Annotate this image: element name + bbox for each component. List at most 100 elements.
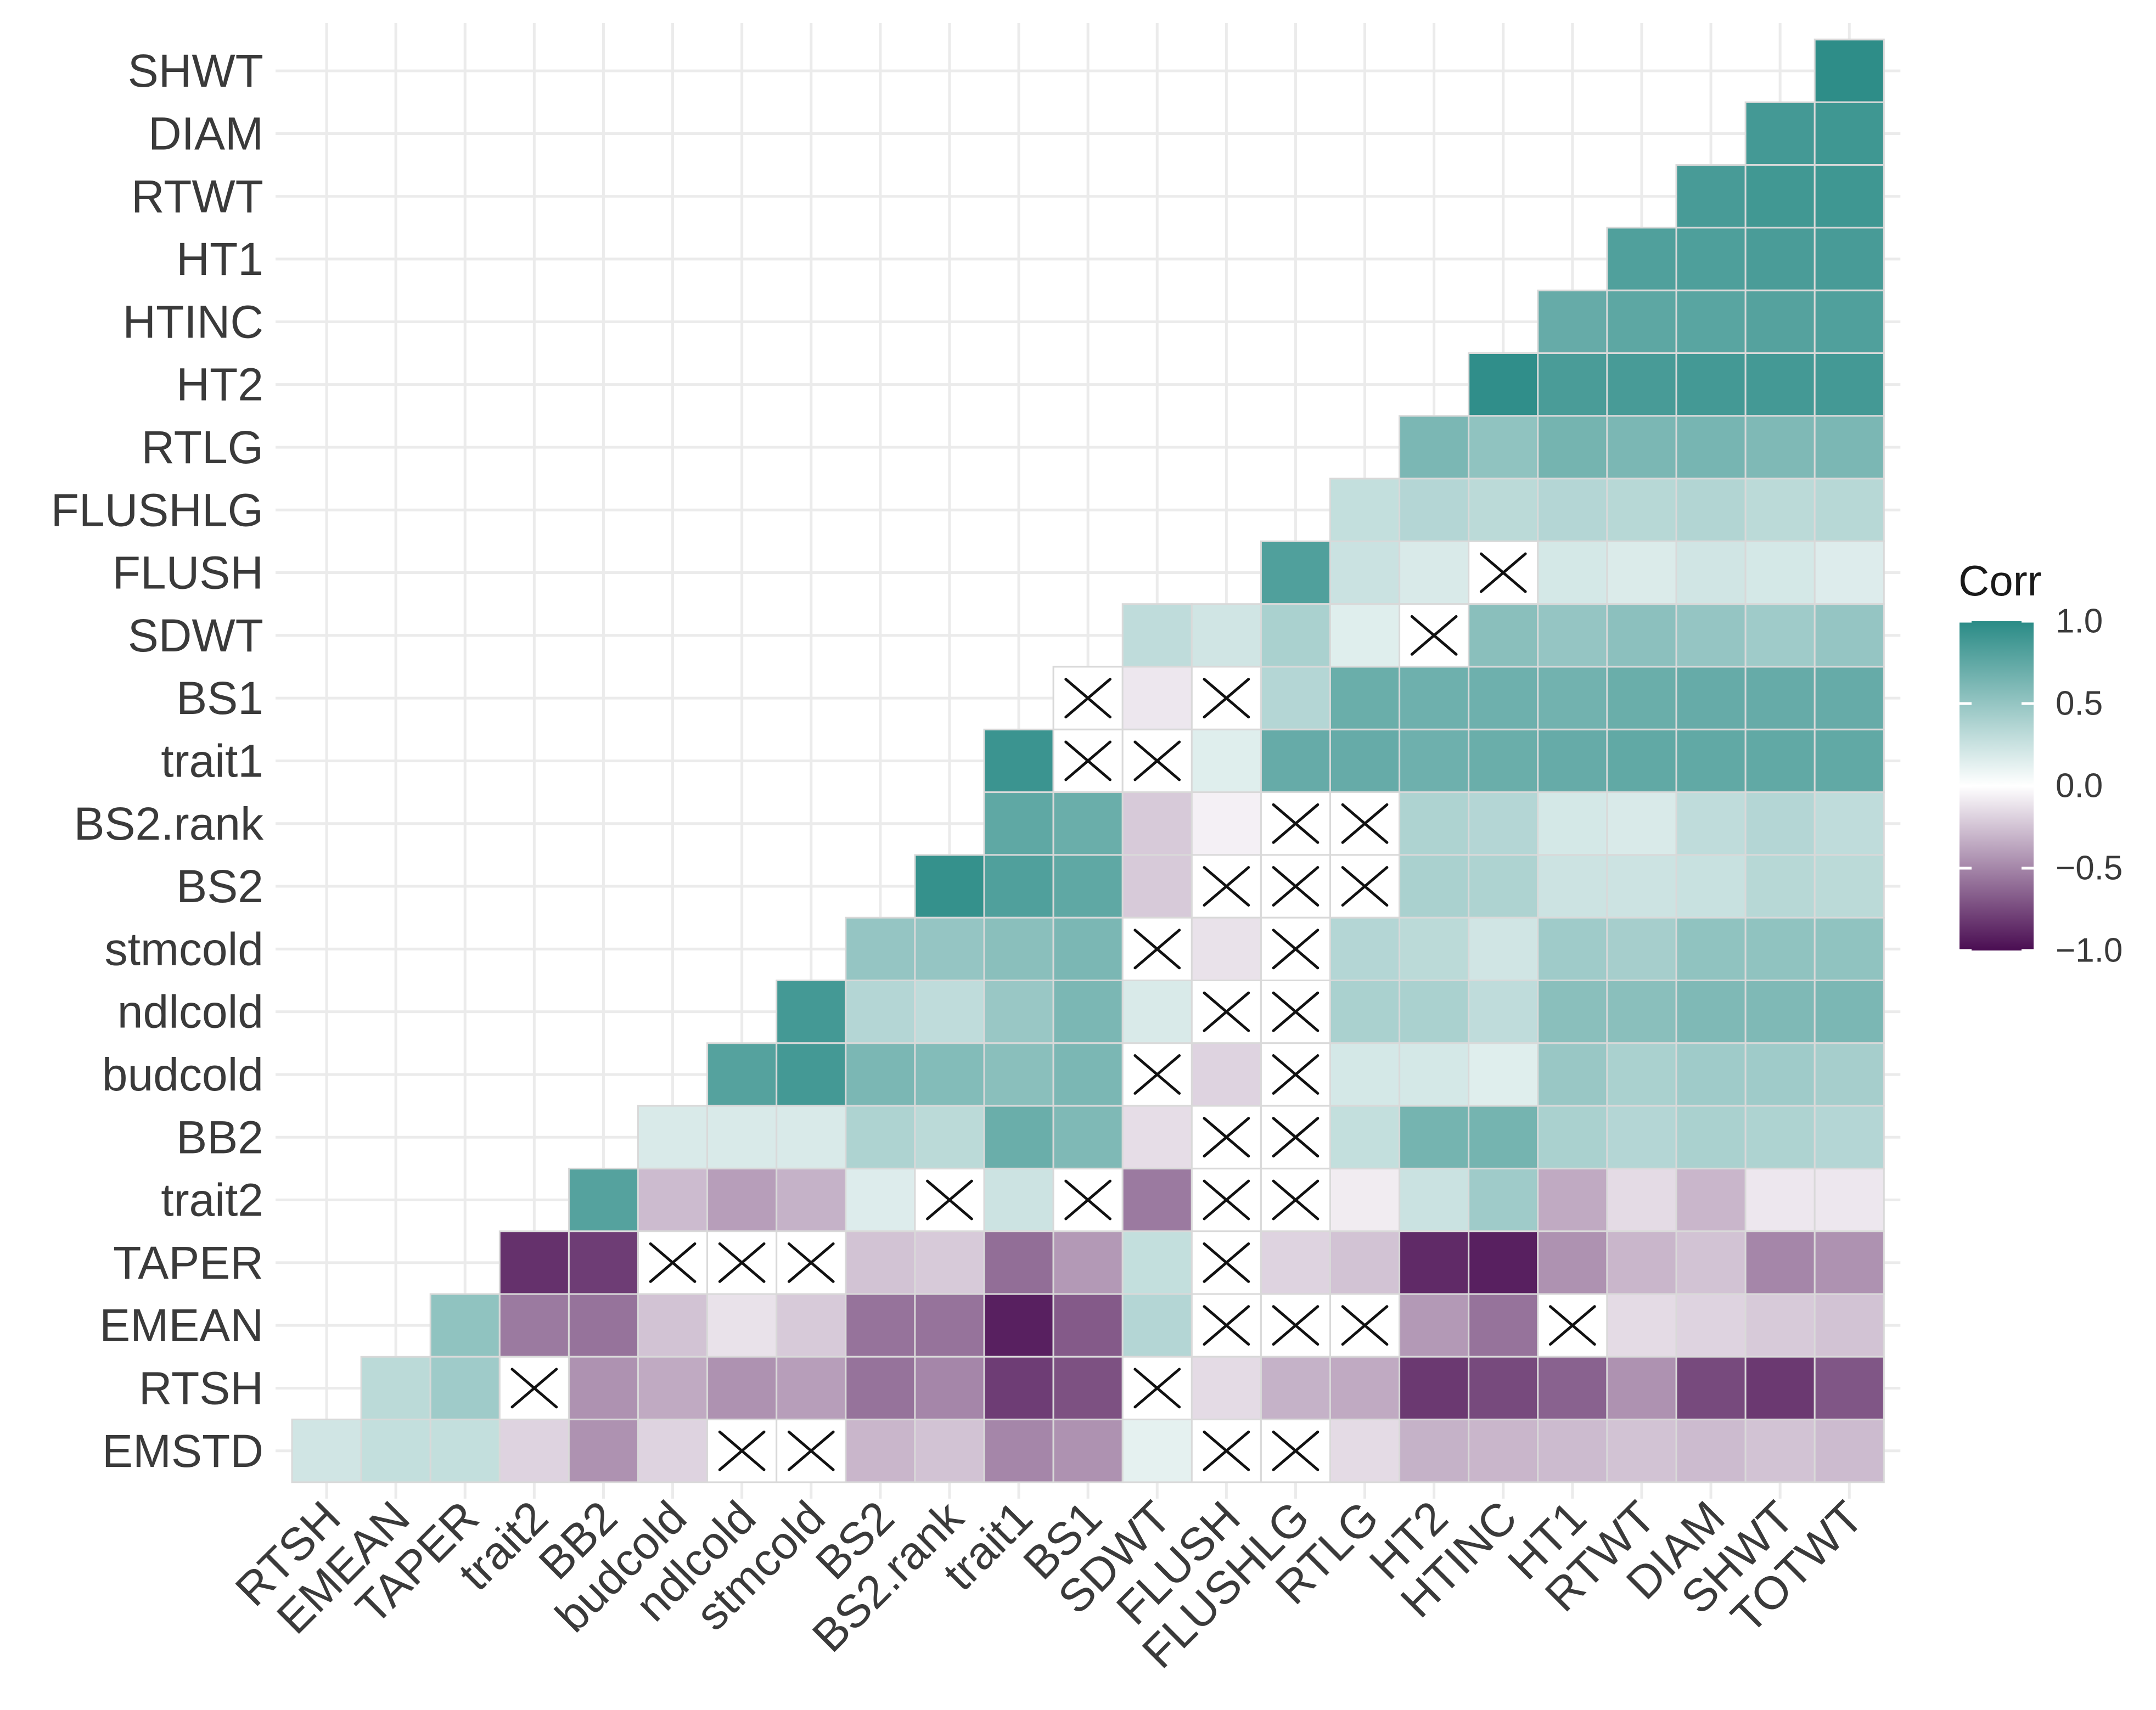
- heatmap-cell: [1052, 916, 1124, 981]
- heatmap-cell: [360, 1355, 431, 1421]
- row-label: budcold: [102, 1049, 263, 1100]
- heatmap-cell: [1191, 603, 1262, 668]
- heatmap-cell: [706, 1105, 778, 1169]
- heatmap-cell: [1606, 603, 1677, 668]
- nonsignificant-cross: [1272, 1305, 1320, 1346]
- cross-stroke: [510, 1368, 558, 1409]
- heatmap-cell: [914, 1419, 985, 1483]
- heatmap-cell: [1813, 164, 1885, 229]
- heatmap-cell: [1260, 1355, 1331, 1421]
- heatmap-cell: [498, 1355, 570, 1421]
- heatmap-cell: [845, 916, 916, 981]
- heatmap-cell: [1744, 1042, 1816, 1107]
- cross-stroke: [1203, 1305, 1250, 1346]
- heatmap-cell: [1399, 1293, 1470, 1358]
- heatmap-cell: [914, 1042, 985, 1107]
- legend-colorbar: [1960, 621, 2034, 950]
- legend-tick-label: −1.0: [2056, 932, 2123, 970]
- row-label: DIAM: [148, 108, 263, 159]
- heatmap-cell: [1606, 227, 1677, 291]
- heatmap-cell: [429, 1419, 501, 1483]
- heatmap-cell: [914, 1105, 985, 1169]
- row-label: RTWT: [131, 171, 263, 222]
- cross-stroke: [1203, 1179, 1250, 1220]
- heatmap-cell: [1052, 980, 1124, 1044]
- nonsignificant-cross: [1064, 678, 1112, 719]
- cross-stroke: [1272, 929, 1320, 970]
- heatmap-cell: [1606, 1355, 1677, 1421]
- cross-stroke: [1133, 929, 1181, 970]
- heatmap-cell: [1537, 1355, 1608, 1421]
- heatmap-cell: [1675, 666, 1747, 730]
- heatmap-cell: [845, 1105, 916, 1169]
- heatmap-cell: [498, 1419, 570, 1483]
- cross-stroke: [926, 1179, 973, 1220]
- heatmap-cell: [637, 1293, 709, 1358]
- heatmap-cell: [1537, 1105, 1608, 1169]
- heatmap-cell: [983, 916, 1054, 981]
- heatmap-cell: [1813, 227, 1885, 291]
- row-label: EMEAN: [99, 1300, 263, 1351]
- heatmap-cell: [1744, 1355, 1816, 1421]
- heatmap-cell: [1606, 1167, 1677, 1233]
- heatmap-cell: [1675, 1355, 1747, 1421]
- heatmap-cell: [1744, 791, 1816, 856]
- cross-stroke: [1203, 991, 1250, 1032]
- heatmap-cell: [1813, 1230, 1885, 1295]
- heatmap-cell: [776, 980, 847, 1044]
- heatmap-cell: [1399, 1105, 1470, 1169]
- heatmap-cell: [1813, 289, 1885, 355]
- heatmap-cell: [1744, 916, 1816, 981]
- heatmap-cell: [1329, 1105, 1401, 1169]
- heatmap-cell: [776, 1230, 847, 1295]
- heatmap-cell: [1606, 980, 1677, 1044]
- heatmap-cell: [1329, 603, 1401, 668]
- nonsignificant-cross: [1272, 866, 1320, 907]
- cross-stroke: [1479, 552, 1527, 593]
- heatmap-cell: [1468, 666, 1539, 730]
- heatmap-cell: [1606, 791, 1677, 856]
- heatmap-cell: [1468, 1167, 1539, 1233]
- heatmap-cell: [1468, 477, 1539, 542]
- nonsignificant-cross: [1341, 803, 1389, 844]
- nonsignificant-cross: [1133, 1054, 1181, 1095]
- nonsignificant-cross: [926, 1179, 973, 1220]
- heatmap-cell: [637, 1105, 709, 1169]
- heatmap-cell: [1537, 728, 1608, 794]
- cell-layer: [291, 38, 1885, 1483]
- heatmap-cell: [1537, 916, 1608, 981]
- heatmap-cell: [1052, 1355, 1124, 1421]
- heatmap-cell: [1744, 854, 1816, 919]
- heatmap-cell: [1675, 1042, 1747, 1107]
- heatmap-cell: [1052, 854, 1124, 919]
- nonsignificant-cross: [787, 1430, 835, 1471]
- heatmap-cell: [1121, 1105, 1193, 1169]
- heatmap-cell: [568, 1355, 639, 1421]
- nonsignificant-cross: [1272, 929, 1320, 970]
- heatmap-cell: [1052, 1105, 1124, 1169]
- heatmap-cell: [845, 1167, 916, 1233]
- heatmap-cell: [1813, 603, 1885, 668]
- heatmap-cell: [983, 1230, 1054, 1295]
- cross-stroke: [1272, 866, 1320, 907]
- row-label: trait2: [161, 1174, 263, 1226]
- heatmap-cell: [1121, 1167, 1193, 1233]
- cross-stroke: [787, 1242, 835, 1283]
- heatmap-cell: [983, 1167, 1054, 1233]
- nonsignificant-cross: [1548, 1305, 1596, 1346]
- heatmap-cell: [1329, 1167, 1401, 1233]
- heatmap-cell: [776, 1167, 847, 1233]
- heatmap-cell: [983, 1042, 1054, 1107]
- heatmap-cell: [1537, 352, 1608, 417]
- heatmap-cell: [1813, 1042, 1885, 1107]
- heatmap-cell: [1399, 1167, 1470, 1233]
- nonsignificant-cross: [1272, 803, 1320, 844]
- heatmap-cell: [1329, 477, 1401, 542]
- y-axis-tick-labels: SHWT DIAM RTWT HT1 HTINC HT2 RTLG FLUSHLG FLUSH S…: [51, 45, 264, 1477]
- cross-stroke: [1203, 1117, 1250, 1158]
- heatmap-cell: [983, 1419, 1054, 1483]
- row-label: BS2.rank: [74, 798, 264, 850]
- heatmap-cell: [1121, 666, 1193, 730]
